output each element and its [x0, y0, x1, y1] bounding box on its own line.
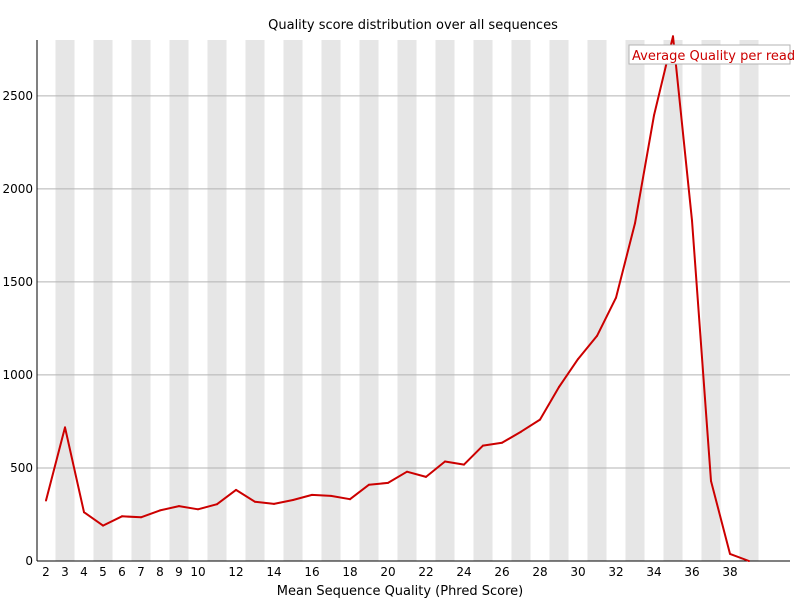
x-tick-label: 3 — [61, 565, 69, 579]
x-tick-label: 5 — [99, 565, 107, 579]
data-point-q16 — [311, 493, 313, 496]
data-point-q12 — [235, 488, 237, 491]
stripe-15 — [283, 40, 303, 561]
x-tick-label: 2 — [42, 565, 50, 579]
background-stripes — [55, 40, 759, 561]
x-tick-label: 28 — [532, 565, 547, 579]
data-point-q31 — [596, 334, 598, 337]
stripe-31 — [587, 40, 607, 561]
data-point-q26 — [501, 441, 503, 444]
series-line-average-quality — [45, 35, 750, 562]
y-tick-label: 2000 — [2, 182, 33, 196]
x-tick-label: 7 — [137, 565, 145, 579]
legend-entry-average-quality: Average Quality per read — [632, 49, 795, 64]
x-axis-title: Mean Sequence Quality (Phred Score) — [277, 584, 523, 599]
data-point-q34 — [653, 114, 655, 117]
chart-title: Quality score distribution over all sequ… — [268, 18, 558, 33]
x-tick-label: 30 — [570, 565, 585, 579]
y-tick-labels: 0 500 1000 1500 2000 2500 — [2, 89, 33, 568]
data-point-q7 — [140, 516, 142, 519]
stripe-27 — [511, 40, 531, 561]
data-point-q4 — [83, 511, 85, 514]
x-tick-label: 4 — [80, 565, 88, 579]
data-point-q20 — [387, 481, 389, 484]
y-tick-label: 2500 — [2, 89, 33, 103]
data-point-q2 — [45, 499, 47, 502]
legend: Average Quality per read — [628, 44, 795, 65]
stripe-29 — [549, 40, 569, 561]
y-tick-label: 1500 — [2, 275, 33, 289]
data-point-q22 — [425, 475, 427, 478]
x-tick-label: 36 — [684, 565, 699, 579]
data-point-q25 — [482, 444, 484, 447]
data-point-q37 — [710, 480, 712, 482]
stripe-21 — [397, 40, 417, 561]
x-tick-label: 6 — [118, 565, 126, 579]
data-point-q33 — [634, 222, 636, 225]
x-tick-label: 16 — [304, 565, 319, 579]
x-tick-labels: 2 3 4 5 6 7 8 9 10 12 14 16 18 20 22 24 26 28 30 32 34 36 38 — [42, 565, 737, 579]
x-tick-label: 20 — [380, 565, 395, 579]
data-point-q14 — [273, 502, 275, 505]
data-point-q32 — [615, 296, 617, 299]
data-point-q38 — [729, 552, 731, 555]
data-point-q17 — [330, 494, 332, 497]
x-tick-label: 18 — [342, 565, 357, 579]
stripe-17 — [321, 40, 341, 561]
stripe-25 — [473, 40, 493, 561]
data-point-q5 — [102, 524, 104, 527]
data-point-q3 — [64, 426, 66, 429]
data-point-q11 — [216, 503, 218, 506]
y-tick-label: 1000 — [2, 368, 33, 382]
stripe-11 — [207, 40, 227, 561]
x-tick-label: 9 — [175, 565, 183, 579]
x-tick-label: 32 — [608, 565, 623, 579]
x-tick-label: 34 — [646, 565, 661, 579]
data-point-q35 — [672, 35, 674, 38]
data-point-q39 — [748, 560, 750, 562]
data-point-q28 — [539, 418, 541, 421]
gridlines — [37, 95, 790, 469]
y-tick-label: 0 — [25, 554, 33, 568]
data-point-q30 — [577, 358, 579, 361]
data-point-q10 — [197, 508, 199, 511]
data-point-q29 — [558, 386, 560, 388]
x-tick-label: 38 — [722, 565, 737, 579]
legend-box — [628, 44, 791, 65]
stripe-19 — [359, 40, 379, 561]
stripe-5 — [93, 40, 113, 561]
x-tick-label: 24 — [456, 565, 471, 579]
x-tick-label: 10 — [190, 565, 205, 579]
x-tick-label: 22 — [418, 565, 433, 579]
data-point-q24 — [463, 463, 465, 466]
stripe-35 — [663, 40, 683, 561]
data-point-q19 — [368, 483, 370, 486]
data-point-q9 — [178, 505, 180, 508]
series-points — [45, 35, 750, 562]
stripe-37 — [701, 40, 721, 561]
data-point-q15 — [292, 499, 294, 501]
x-tick-label: 26 — [494, 565, 509, 579]
data-point-q36 — [691, 219, 693, 222]
x-tick-label: 8 — [156, 565, 164, 579]
data-point-q18 — [349, 498, 351, 501]
stripe-39 — [739, 40, 759, 561]
data-point-q13 — [254, 500, 256, 503]
stripe-13 — [245, 40, 265, 561]
data-point-q21 — [406, 470, 408, 473]
x-tick-label: 14 — [266, 565, 281, 579]
stripe-9 — [169, 40, 189, 561]
data-point-q27 — [520, 430, 522, 433]
data-point-q6 — [121, 515, 123, 518]
stripe-7 — [131, 40, 151, 561]
y-tick-label: 500 — [10, 461, 33, 475]
x-tick-label: 12 — [228, 565, 243, 579]
stripe-33 — [625, 40, 645, 561]
data-point-q23 — [444, 460, 446, 463]
stripe-3 — [55, 40, 75, 561]
data-point-q8 — [159, 509, 161, 512]
stripe-23 — [435, 40, 455, 561]
